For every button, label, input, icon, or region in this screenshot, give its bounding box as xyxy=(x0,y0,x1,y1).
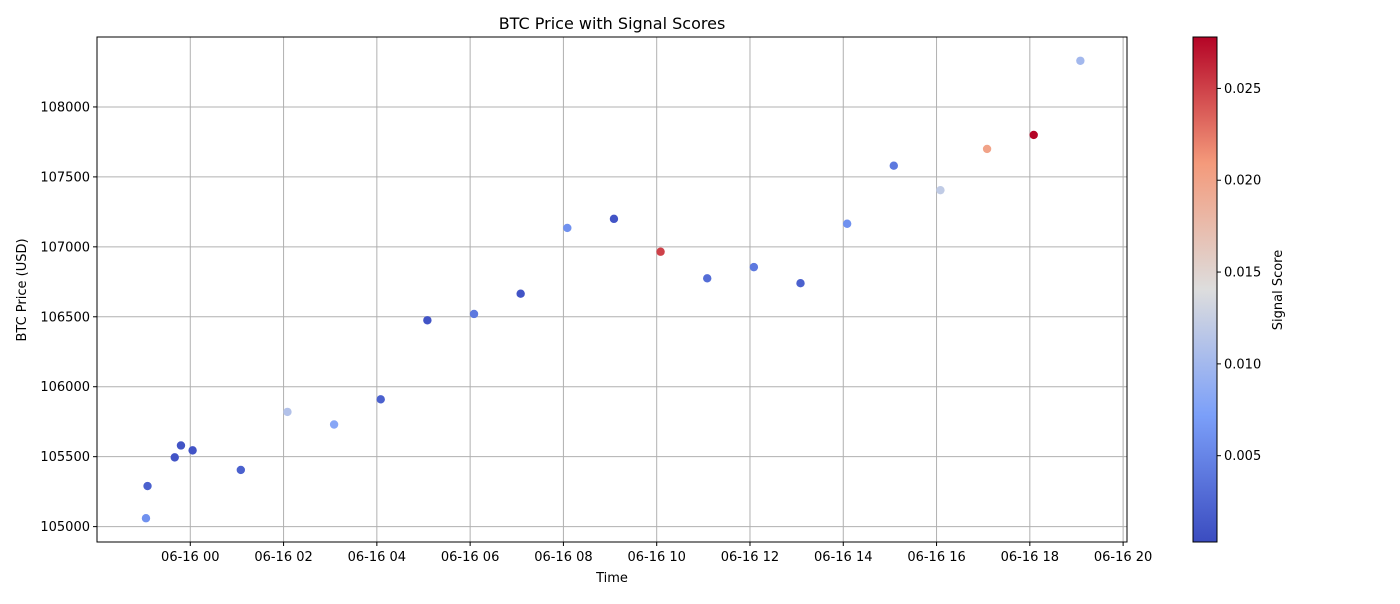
colorbar-tick-label: 0.015 xyxy=(1224,266,1261,281)
x-tick-label: 06-16 02 xyxy=(254,550,312,565)
x-tick-label: 06-16 10 xyxy=(627,550,685,565)
colorbar-tick-label: 0.025 xyxy=(1224,82,1261,97)
data-point xyxy=(796,279,805,288)
data-point xyxy=(1029,130,1038,140)
x-tick-label: 06-16 06 xyxy=(441,550,499,565)
x-axis-ticks: 06-16 00 06-16 02 06-16 04 06-16 06 06-16 08… xyxy=(161,542,1152,565)
x-tick-label: 06-16 04 xyxy=(348,550,406,565)
data-point xyxy=(188,446,197,455)
data-point xyxy=(423,316,432,325)
y-tick-label: 105500 xyxy=(40,450,90,465)
colorbar-label: Signal Score xyxy=(1271,250,1286,330)
data-point xyxy=(329,420,339,429)
y-tick-label: 106500 xyxy=(40,310,90,325)
colorbar-tick-label: 0.020 xyxy=(1224,174,1261,189)
data-point xyxy=(982,144,992,154)
x-tick-label: 06-16 20 xyxy=(1094,550,1152,565)
colorbar-tick-label: 0.005 xyxy=(1224,449,1261,464)
y-tick-label: 105000 xyxy=(40,520,90,535)
data-point xyxy=(842,219,852,228)
y-tick-label: 108000 xyxy=(40,100,90,115)
y-axis-ticks: 105000 105500 106000 106500 107000 107500 1080… xyxy=(40,100,97,535)
colorbar-ticks: 0.005 0.010 0.015 0.020 0.025 xyxy=(1217,82,1261,464)
data-point xyxy=(563,223,572,233)
x-tick-label: 06-16 12 xyxy=(721,550,779,565)
data-point xyxy=(889,161,898,170)
x-tick-label: 06-16 08 xyxy=(534,550,592,565)
colorbar xyxy=(1192,36,1218,543)
y-axis-label: BTC Price (USD) xyxy=(15,238,30,341)
y-tick-label: 106000 xyxy=(40,380,90,395)
grid-lines xyxy=(97,37,1127,542)
data-point xyxy=(936,185,945,195)
x-tick-label: 06-16 00 xyxy=(161,550,219,565)
y-tick-label: 107500 xyxy=(40,170,90,185)
data-point xyxy=(749,262,759,272)
data-point xyxy=(143,481,152,491)
data-point xyxy=(656,247,665,256)
x-axis-label: Time xyxy=(595,571,628,586)
data-point xyxy=(609,214,619,224)
data-points xyxy=(141,56,1085,523)
data-point xyxy=(141,514,151,523)
data-point xyxy=(170,453,179,462)
data-point xyxy=(236,465,246,475)
data-point xyxy=(516,289,525,298)
data-point xyxy=(376,395,385,404)
plot-frame xyxy=(96,36,1128,543)
x-tick-label: 06-16 14 xyxy=(814,550,872,565)
x-tick-label: 06-16 18 xyxy=(1001,550,1059,565)
y-tick-label: 107000 xyxy=(40,240,90,255)
data-point xyxy=(703,274,712,283)
data-point xyxy=(176,441,186,450)
data-point xyxy=(469,309,479,319)
colorbar-tick-label: 0.010 xyxy=(1224,357,1261,372)
data-point xyxy=(283,407,292,417)
data-point xyxy=(1076,56,1085,65)
chart-title: BTC Price with Signal Scores xyxy=(499,14,726,33)
x-tick-label: 06-16 16 xyxy=(907,550,965,565)
